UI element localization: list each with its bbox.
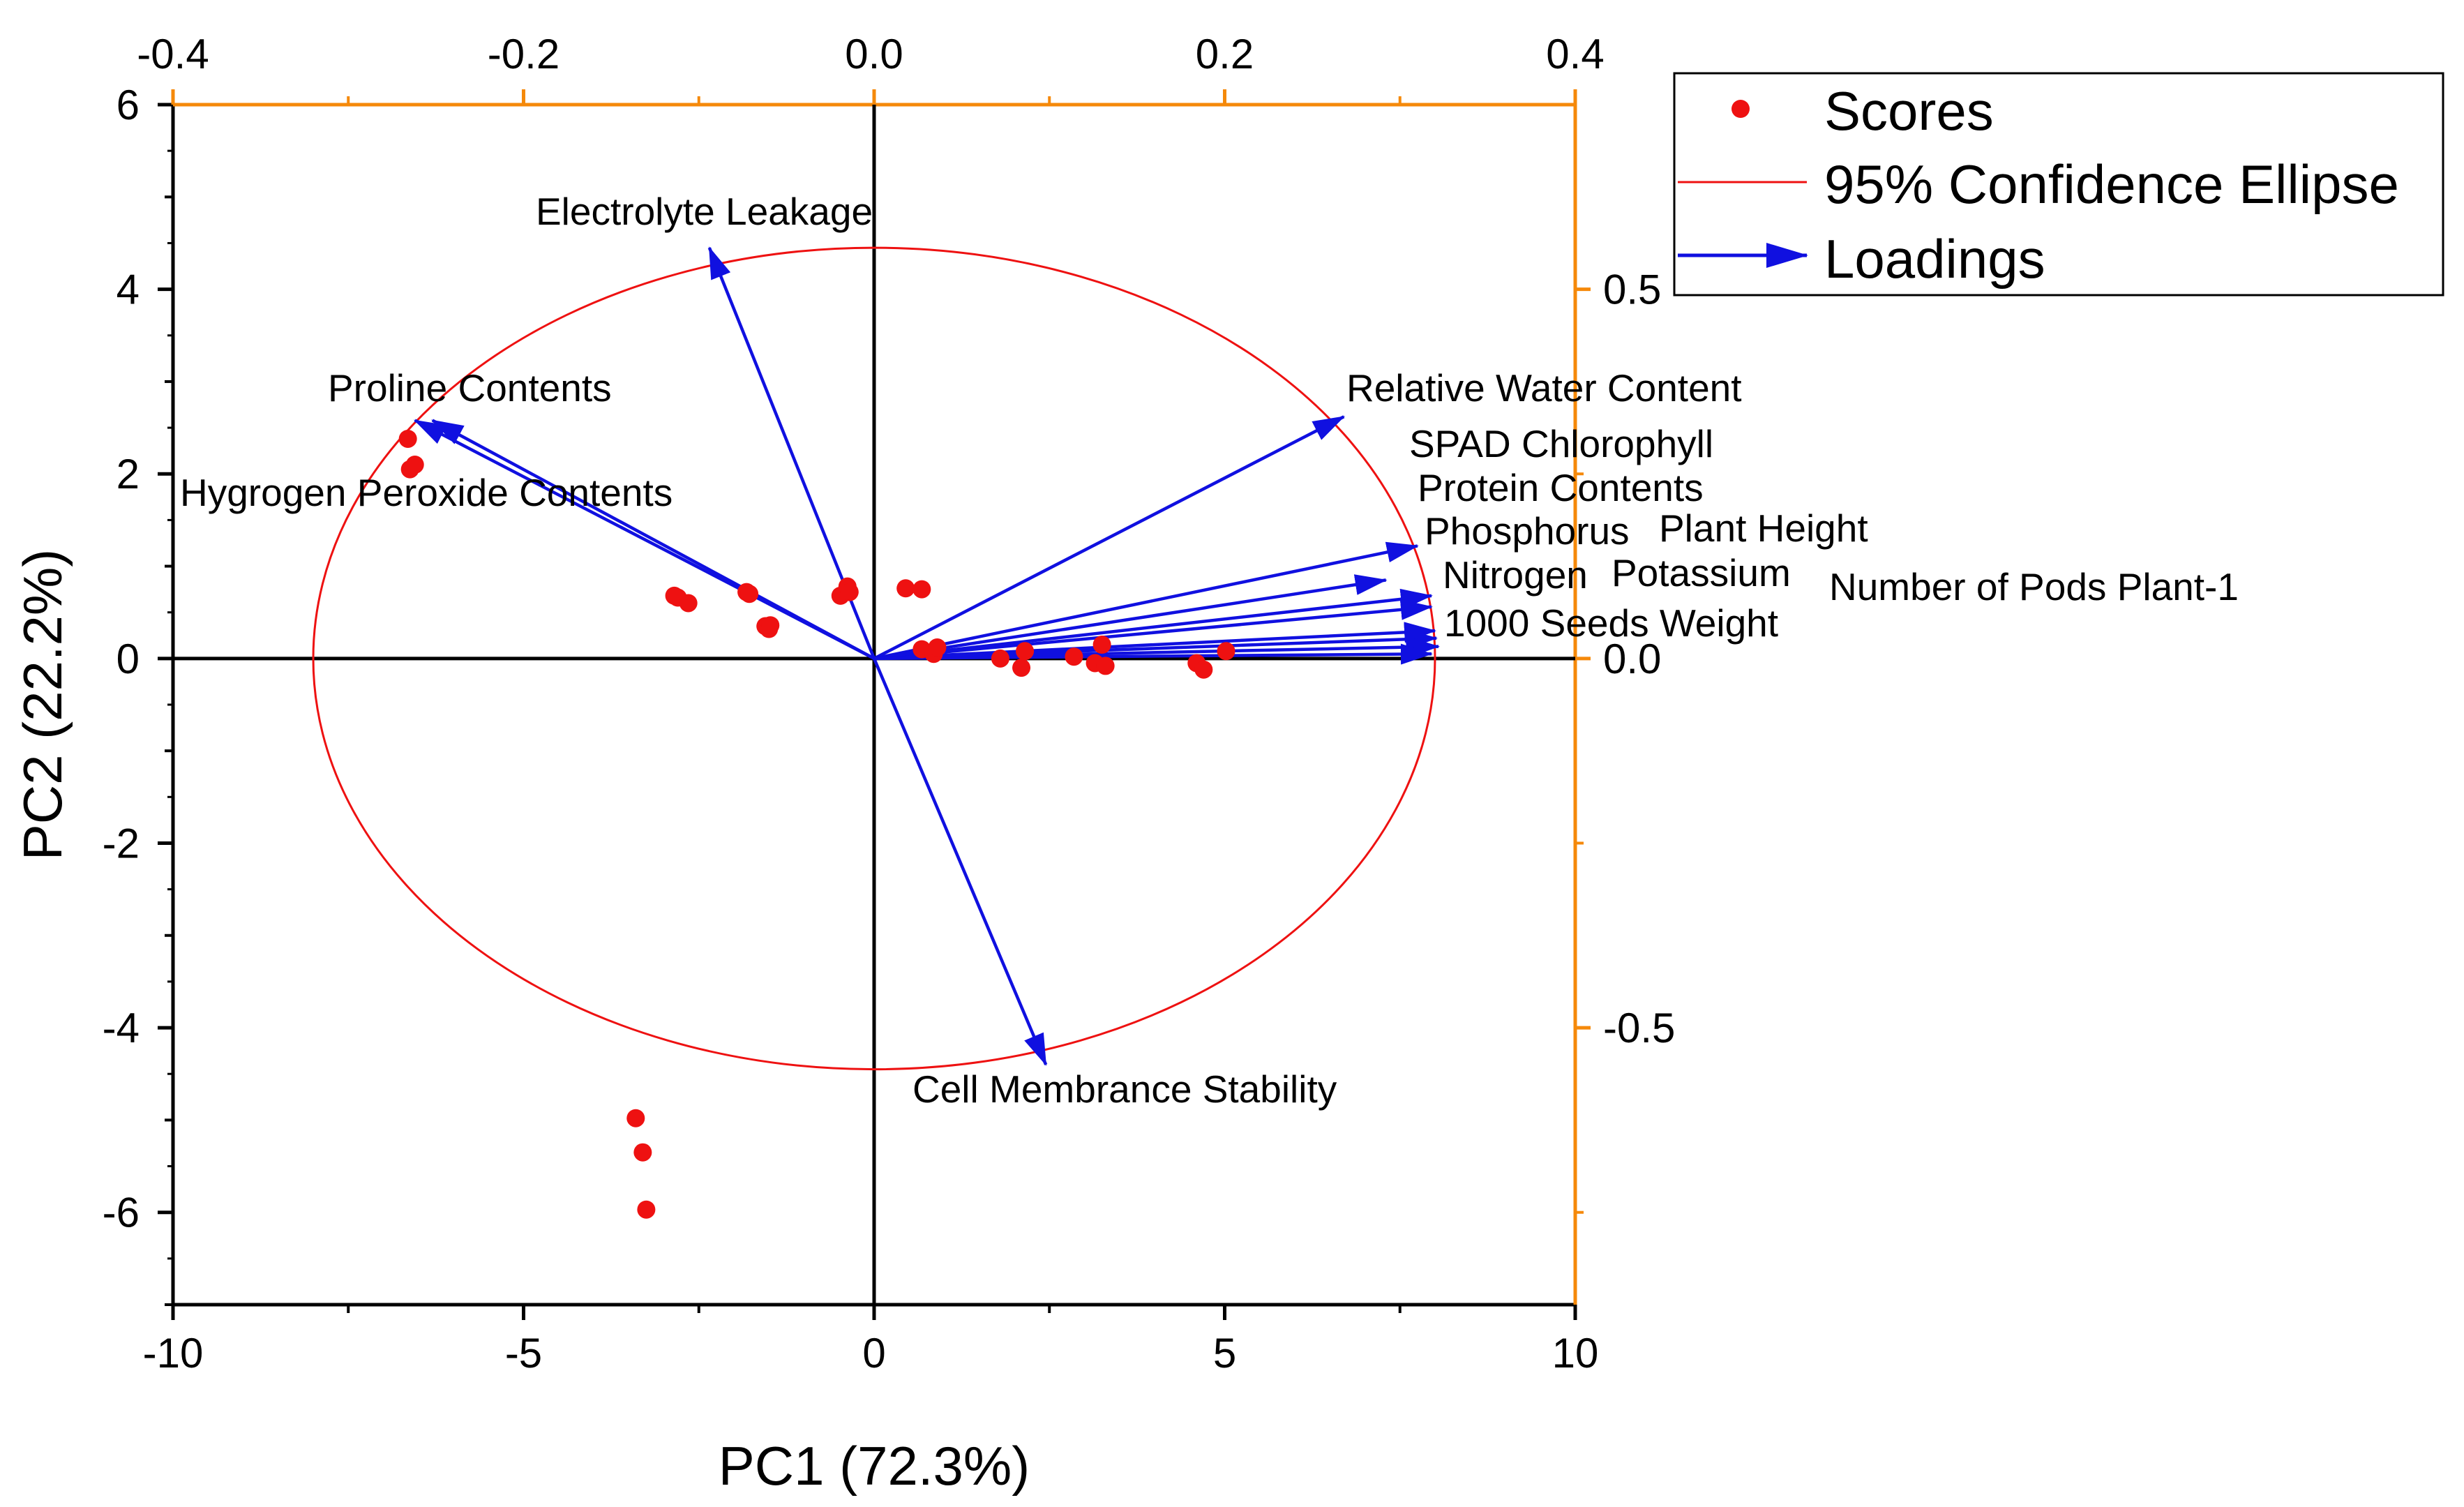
score-point [1092,636,1111,654]
loading-label: Number of Pods Plant-1 [1829,565,2239,608]
x-tick-label: -5 [505,1330,542,1377]
loading-label: Protein Contents [1418,466,1704,509]
loading-label: SPAD Chlorophyll [1409,422,1713,465]
loading-arrow [413,419,876,660]
loading-label: Plant Height [1659,507,1868,550]
legend-entry-label: Loadings [1824,228,2045,290]
y-tick-label: 2 [117,451,140,497]
right-tick-label: 0.5 [1603,267,1661,313]
legend: Scores 95% Confidence Ellipse Loadings [1673,72,2444,297]
score-point [398,429,417,448]
score-point [740,585,759,603]
score-point [1194,660,1213,679]
y-tick-label: -2 [103,820,140,867]
score-point [633,1143,652,1162]
axis-ticks-layer: -10 -5 0 5 10 -6 -4 -2 0 2 4 6 -0.4 -0.2 0.0 0.2 0.4 -0.5… [12,31,1675,1497]
y-tick-label: -4 [103,1005,140,1051]
x-tick-label: 5 [1213,1330,1236,1377]
loading-label: Hygrogen Peroxide Contents [180,471,673,514]
score-point [928,638,947,657]
loading-label: Phosphorus [1425,509,1630,553]
score-point [1012,659,1031,677]
y-tick-label: -6 [103,1190,140,1236]
top-tick-label: -0.2 [488,31,559,77]
loading-arrow [873,599,1433,661]
x-tick-label: 10 [1552,1330,1599,1377]
score-point [626,1109,645,1127]
score-point [637,1200,656,1219]
confidence-ellipse-layer [312,246,1436,1071]
legend-entry-label: 95% Confidence Ellipse [1824,153,2399,215]
loading-arrow [873,415,1346,660]
scores-layer [398,429,1235,1219]
legend-entry-label: Scores [1824,80,1994,142]
y-tick-label: 6 [117,82,140,128]
loading-arrow [872,657,1048,1066]
score-point [1217,642,1235,661]
y-axis-title: PC2 (22.2%) [12,549,73,861]
loading-label: Cell Membrance Stability [912,1067,1337,1111]
right-tick-label: 0.0 [1603,636,1661,682]
x-tick-label: -10 [143,1330,204,1377]
loading-label: Relative Water Content [1346,366,1742,410]
loading-arrow [873,574,1388,661]
score-point [840,583,859,601]
legend-scores-symbol [1731,100,1750,118]
loadings-layer [413,246,1441,1066]
loading-label: 1000 Seeds Weight [1444,601,1778,645]
x-axis-title: PC1 (72.3%) [719,1435,1030,1497]
score-point [1016,642,1035,661]
zero-lines [173,105,1575,1305]
x-tick-label: 0 [862,1330,885,1377]
score-point [679,594,698,613]
score-point [761,616,780,635]
loading-label: Electrolyte Leakage [536,190,873,233]
loading-label: Nitrogen [1443,553,1588,597]
y-tick-label: 0 [117,636,140,682]
top-tick-label: -0.4 [137,31,209,77]
loading-label: Proline Contents [328,366,612,410]
score-point [896,579,915,598]
loading-label: Potassium [1612,551,1791,594]
confidence-ellipse [312,246,1436,1071]
score-point [1096,657,1115,675]
score-point [1065,647,1083,666]
score-point [991,649,1009,668]
score-point [405,456,424,474]
top-tick-label: 0.0 [845,31,903,77]
top-tick-label: 0.2 [1196,31,1254,77]
right-tick-label: -0.5 [1603,1005,1675,1051]
top-tick-label: 0.4 [1546,31,1604,77]
score-point [912,580,931,599]
loading-arrow [873,541,1419,661]
loading-arrow [873,588,1433,661]
loading-arrow [873,643,1433,665]
loading-labels-layer: Electrolyte Leakage Proline Contents Hygro… [180,190,2239,1111]
y-tick-label: 4 [117,267,140,313]
